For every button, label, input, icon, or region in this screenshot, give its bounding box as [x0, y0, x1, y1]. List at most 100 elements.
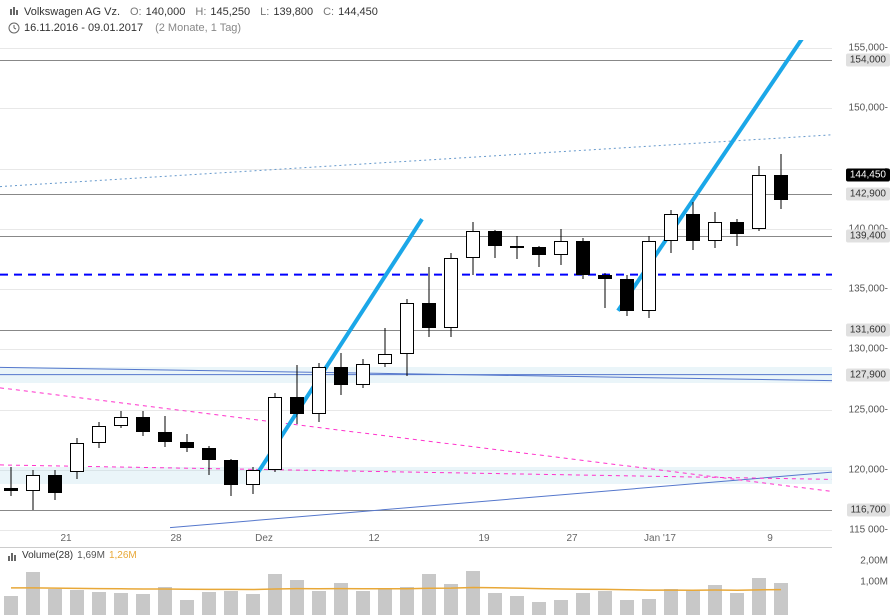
volume-bar[interactable]	[774, 583, 788, 615]
volume-bar[interactable]	[224, 591, 238, 615]
volume-bar[interactable]	[730, 593, 744, 615]
price-chart[interactable]	[0, 36, 832, 530]
volume-panel[interactable]: Volume(28) 1,69M 1,26M	[0, 547, 832, 615]
candle[interactable]	[620, 36, 634, 530]
volume-bar[interactable]	[620, 600, 634, 615]
volume-bar[interactable]	[4, 596, 18, 615]
price-label: 144,450	[846, 169, 890, 182]
volume-bar[interactable]	[246, 594, 260, 615]
volume-bar[interactable]	[422, 574, 436, 615]
candle[interactable]	[70, 36, 84, 530]
candle[interactable]	[686, 36, 700, 530]
candle[interactable]	[268, 36, 282, 530]
time-tick: 12	[368, 533, 379, 544]
volume-bar[interactable]	[664, 589, 678, 615]
price-tick: 120,000-	[849, 464, 888, 475]
ohlc-o-value: 140,000	[146, 6, 186, 18]
volume-bar[interactable]	[70, 590, 84, 615]
price-tick: 125,000-	[849, 404, 888, 415]
candle[interactable]	[202, 36, 216, 530]
candle[interactable]	[444, 36, 458, 530]
volume-bar[interactable]	[268, 574, 282, 615]
candle[interactable]	[180, 36, 194, 530]
volume-bar[interactable]	[510, 596, 524, 615]
volume-bars-icon	[8, 551, 18, 561]
volume-bar[interactable]	[444, 584, 458, 615]
candle[interactable]	[730, 36, 744, 530]
candle[interactable]	[598, 36, 612, 530]
price-tick: 135,000-	[849, 284, 888, 295]
volume-bar[interactable]	[642, 599, 656, 615]
time-tick: 28	[170, 533, 181, 544]
volume-bar[interactable]	[334, 583, 348, 615]
candle[interactable]	[92, 36, 106, 530]
volume-bar[interactable]	[180, 600, 194, 615]
time-tick: 9	[767, 533, 773, 544]
volume-bar[interactable]	[158, 587, 172, 615]
volume-bar[interactable]	[136, 594, 150, 615]
volume-bar[interactable]	[488, 593, 502, 615]
candle[interactable]	[664, 36, 678, 530]
volume-bar[interactable]	[686, 590, 700, 615]
candlestick-icon	[8, 6, 20, 18]
volume-bar[interactable]	[26, 572, 40, 615]
volume-value-1: 1,69M	[77, 550, 105, 561]
candle[interactable]	[334, 36, 348, 530]
candle[interactable]	[158, 36, 172, 530]
candle[interactable]	[488, 36, 502, 530]
volume-bar[interactable]	[466, 571, 480, 615]
candle[interactable]	[356, 36, 370, 530]
volume-bar[interactable]	[532, 602, 546, 615]
volume-bar[interactable]	[114, 593, 128, 615]
candle[interactable]	[774, 36, 788, 530]
volume-bar[interactable]	[92, 592, 106, 615]
candle[interactable]	[26, 36, 40, 530]
time-tick: 21	[60, 533, 71, 544]
candle[interactable]	[48, 36, 62, 530]
candle[interactable]	[642, 36, 656, 530]
ohlc-h-value: 145,250	[210, 6, 250, 18]
candle[interactable]	[554, 36, 568, 530]
volume-bar[interactable]	[708, 585, 722, 615]
candle[interactable]	[708, 36, 722, 530]
volume-bar[interactable]	[378, 589, 392, 615]
candle[interactable]	[466, 36, 480, 530]
volume-axis: 2,00M1,00M	[832, 547, 892, 615]
candle[interactable]	[224, 36, 238, 530]
candle[interactable]	[576, 36, 590, 530]
candle[interactable]	[400, 36, 414, 530]
volume-value-2: 1,26M	[109, 550, 137, 561]
volume-bar[interactable]	[290, 580, 304, 615]
candle[interactable]	[136, 36, 150, 530]
ohlc-c-value: 144,450	[338, 6, 378, 18]
volume-bar[interactable]	[598, 591, 612, 615]
volume-bar[interactable]	[752, 578, 766, 615]
candle[interactable]	[422, 36, 436, 530]
interval-label: (2 Monate, 1 Tag)	[155, 22, 241, 34]
candle[interactable]	[378, 36, 392, 530]
candle[interactable]	[246, 36, 260, 530]
volume-bar[interactable]	[202, 592, 216, 615]
price-label: 131,600	[846, 323, 890, 336]
price-label: 142,900	[846, 187, 890, 200]
price-label: 116,700	[847, 503, 890, 516]
price-label: 154,000	[846, 54, 890, 67]
candle[interactable]	[510, 36, 524, 530]
candle[interactable]	[4, 36, 18, 530]
price-tick: 115 000-	[849, 525, 888, 536]
candle[interactable]	[290, 36, 304, 530]
volume-bar[interactable]	[356, 591, 370, 615]
volume-bar[interactable]	[312, 591, 326, 615]
ohlc-l-label: L:	[260, 6, 269, 18]
time-tick: Jan '17	[644, 533, 676, 544]
volume-bar[interactable]	[554, 600, 568, 615]
volume-bar[interactable]	[48, 589, 62, 615]
volume-tick: 2,00M	[860, 555, 888, 566]
candle[interactable]	[114, 36, 128, 530]
candle[interactable]	[532, 36, 546, 530]
candle[interactable]	[752, 36, 766, 530]
candle[interactable]	[312, 36, 326, 530]
volume-bar[interactable]	[576, 593, 590, 615]
volume-bar[interactable]	[400, 587, 414, 615]
symbol-name: Volkswagen AG Vz.	[24, 6, 120, 18]
